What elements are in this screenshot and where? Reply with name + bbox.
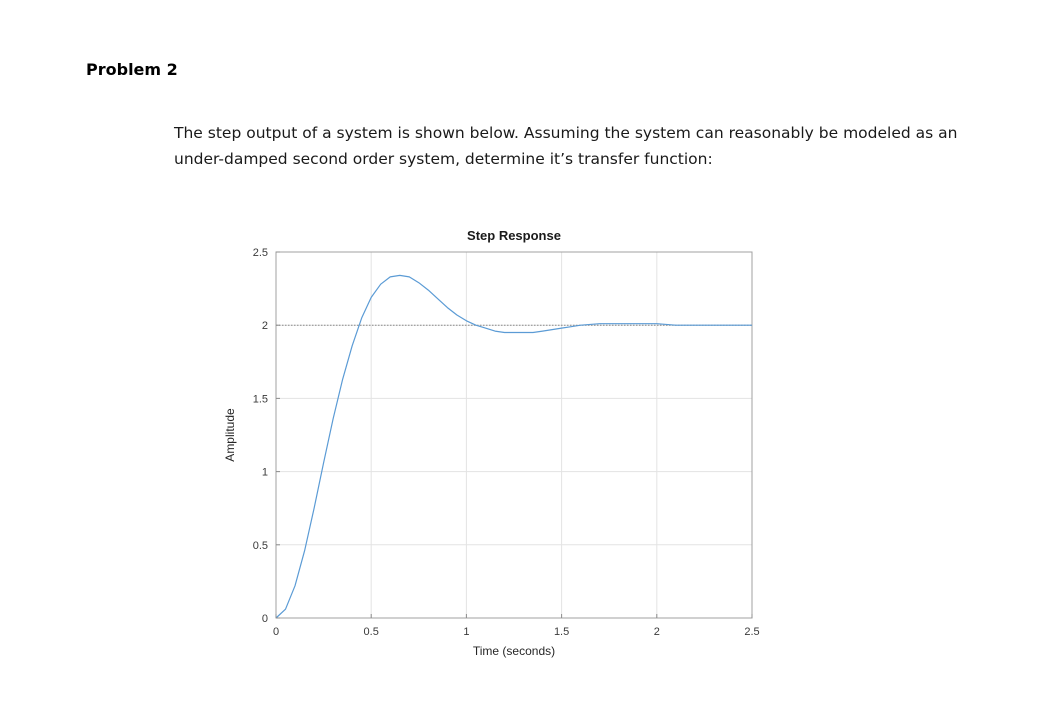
step-response-series-line <box>275 274 752 619</box>
problem-statement-line-2: under-damped second order system, determ… <box>174 150 713 168</box>
y-tick-label: 2 <box>262 320 268 332</box>
x-tick-label: 1 <box>463 626 469 638</box>
grid-layer <box>275 251 753 619</box>
x-tick-label: 2.5 <box>744 626 759 638</box>
plot-frame <box>275 251 753 619</box>
x-tick-label: 0 <box>273 626 279 638</box>
x-tick-label: 2 <box>654 626 660 638</box>
y-tick-label: 1.5 <box>253 393 268 405</box>
y-tick-label: 0.5 <box>253 540 268 552</box>
x-tick-label: 1.5 <box>554 626 569 638</box>
y-tick-label: 0 <box>262 613 268 625</box>
problem-heading: Problem 2 <box>86 60 178 79</box>
series-layer <box>275 274 752 619</box>
y-tick-label: 1 <box>262 467 268 479</box>
problem-statement: The step output of a system is shown bel… <box>174 120 1034 172</box>
x-tick-label: 0.5 <box>364 626 379 638</box>
chart-title: Step Response <box>467 228 561 243</box>
y-axis-label: Amplitude <box>223 408 237 462</box>
x-axis-label: Time (seconds) <box>473 644 555 658</box>
y-tick-label: 2.5 <box>253 247 268 259</box>
problem-statement-line-1: The step output of a system is shown bel… <box>174 124 958 142</box>
tick-label-layer: 0 0.5 1 1.5 2 2.5 0 0.5 1 1.5 2 2.5 <box>253 247 760 638</box>
